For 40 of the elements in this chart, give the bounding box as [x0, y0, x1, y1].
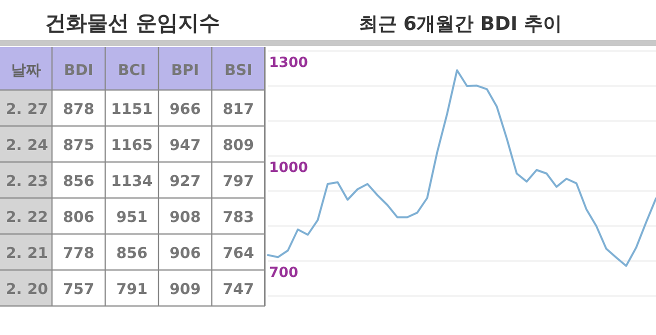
data-label: 927	[169, 172, 201, 190]
data-label: 809	[222, 136, 254, 154]
data-label: 1151	[111, 100, 153, 118]
data-label: 791	[116, 280, 148, 298]
chart-title: 최근 6개월간 BDI 추이	[358, 13, 562, 35]
text: BDI	[64, 61, 94, 79]
category-label: 2. 23	[6, 172, 48, 190]
category-label: 2. 24	[6, 136, 48, 154]
category-label: 2. 27	[6, 100, 48, 118]
category-label: 2. 21	[6, 244, 48, 262]
data-label: 906	[169, 244, 201, 262]
text: BPI	[171, 61, 200, 79]
data-label: 875	[62, 136, 94, 154]
data-label: 783	[222, 208, 254, 226]
data-label: 908	[169, 208, 201, 226]
category-label: 2. 22	[6, 208, 48, 226]
text: 날짜	[11, 61, 41, 79]
text: 건화물선 운임지수	[44, 11, 220, 35]
text: BSI	[224, 61, 252, 79]
y-tick-label: 1000	[269, 160, 308, 176]
data-label: 878	[62, 100, 94, 118]
data-label: 764	[222, 244, 254, 262]
data-label: 951	[116, 208, 148, 226]
data-label: 806	[62, 208, 94, 226]
data-label: 757	[62, 280, 94, 298]
data-label: 1134	[111, 172, 153, 190]
data-label: 909	[169, 280, 201, 298]
text: BCI	[118, 61, 146, 79]
data-label: 947	[169, 136, 201, 154]
category-label: 2. 20	[6, 280, 48, 298]
y-tick-label: 1300	[269, 55, 308, 71]
data-label: 966	[169, 100, 201, 118]
data-label: 856	[62, 172, 94, 190]
data-label: 778	[62, 244, 94, 262]
y-tick-label: 700	[269, 265, 298, 281]
data-label: 1165	[111, 136, 153, 154]
data-label: 817	[222, 100, 254, 118]
data-label: 747	[222, 280, 254, 298]
data-label: 856	[116, 244, 148, 262]
data-label: 797	[222, 172, 254, 190]
